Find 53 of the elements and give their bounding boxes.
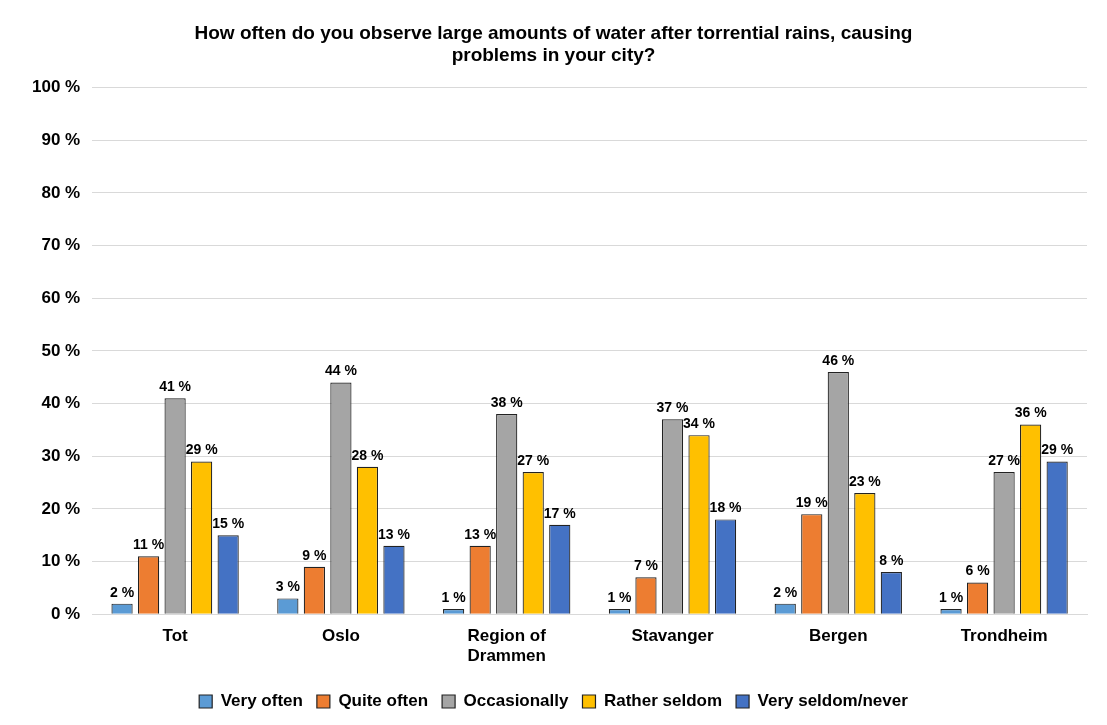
x-tick-label: Trondheim — [960, 626, 1048, 646]
data-label: 41 % — [159, 378, 192, 395]
data-label: 11 % — [133, 536, 165, 553]
chart-title: How often do you observe large amounts of water after torrential rains, causing problems in your city? — [194, 21, 913, 66]
data-label: 8 % — [879, 551, 904, 568]
legend-label: Rather seldom — [603, 691, 723, 711]
y-tick-label: 70 % — [41, 235, 81, 255]
data-label: 28 % — [351, 446, 384, 463]
data-label: 13 % — [378, 525, 411, 542]
data-label: 44 % — [324, 362, 358, 379]
data-label: 23 % — [848, 472, 882, 489]
y-tick-label: 100 % — [32, 77, 81, 97]
y-tick-label: 80 % — [41, 182, 81, 202]
data-label: 29 % — [1041, 441, 1074, 458]
y-tick-label: 90 % — [41, 129, 81, 149]
y-tick-label: 50 % — [41, 340, 81, 360]
data-label: 1 % — [938, 588, 964, 605]
data-label: 7 % — [633, 557, 659, 574]
data-label: 9 % — [302, 546, 327, 563]
x-tick-label: Stavanger — [631, 626, 714, 646]
data-label: 27 % — [517, 451, 550, 468]
data-label: 27 % — [988, 451, 1021, 468]
data-label: 19 % — [795, 494, 829, 511]
data-label: 29 % — [185, 441, 219, 458]
legend-label: Occasionally — [463, 691, 570, 711]
data-label: 38 % — [490, 393, 524, 410]
data-label: 17 % — [543, 504, 577, 521]
data-label: 6 % — [965, 562, 991, 579]
legend-label: Quite often — [338, 691, 429, 711]
data-label: 2 % — [773, 583, 798, 600]
y-tick-label: 0 % — [50, 603, 81, 623]
legend-label: Very often — [220, 691, 303, 711]
data-label: 15 % — [212, 515, 245, 532]
data-label: 13 % — [464, 525, 497, 542]
x-tick-label: Bergen — [809, 626, 868, 646]
x-tick-label: Oslo — [322, 626, 360, 646]
legend-label: Very seldom/never — [757, 691, 909, 711]
data-label: 1 % — [441, 588, 467, 605]
data-label: 3 % — [275, 578, 301, 595]
y-tick-label: 60 % — [41, 287, 81, 307]
y-tick-label: 30 % — [41, 445, 81, 465]
data-label: 18 % — [709, 499, 743, 516]
y-tick-label: 40 % — [41, 393, 81, 413]
data-label: 36 % — [1014, 404, 1048, 421]
x-tick-label: Region of Drammen — [467, 626, 547, 666]
x-tick-label: Tot — [162, 626, 189, 646]
y-tick-label: 20 % — [41, 498, 81, 518]
data-label: 1 % — [607, 588, 633, 605]
y-tick-label: 10 % — [41, 551, 81, 571]
data-label: 2 % — [109, 583, 135, 600]
data-label: 46 % — [822, 351, 855, 368]
data-label: 34 % — [683, 415, 716, 432]
data-label: 37 % — [656, 399, 689, 416]
